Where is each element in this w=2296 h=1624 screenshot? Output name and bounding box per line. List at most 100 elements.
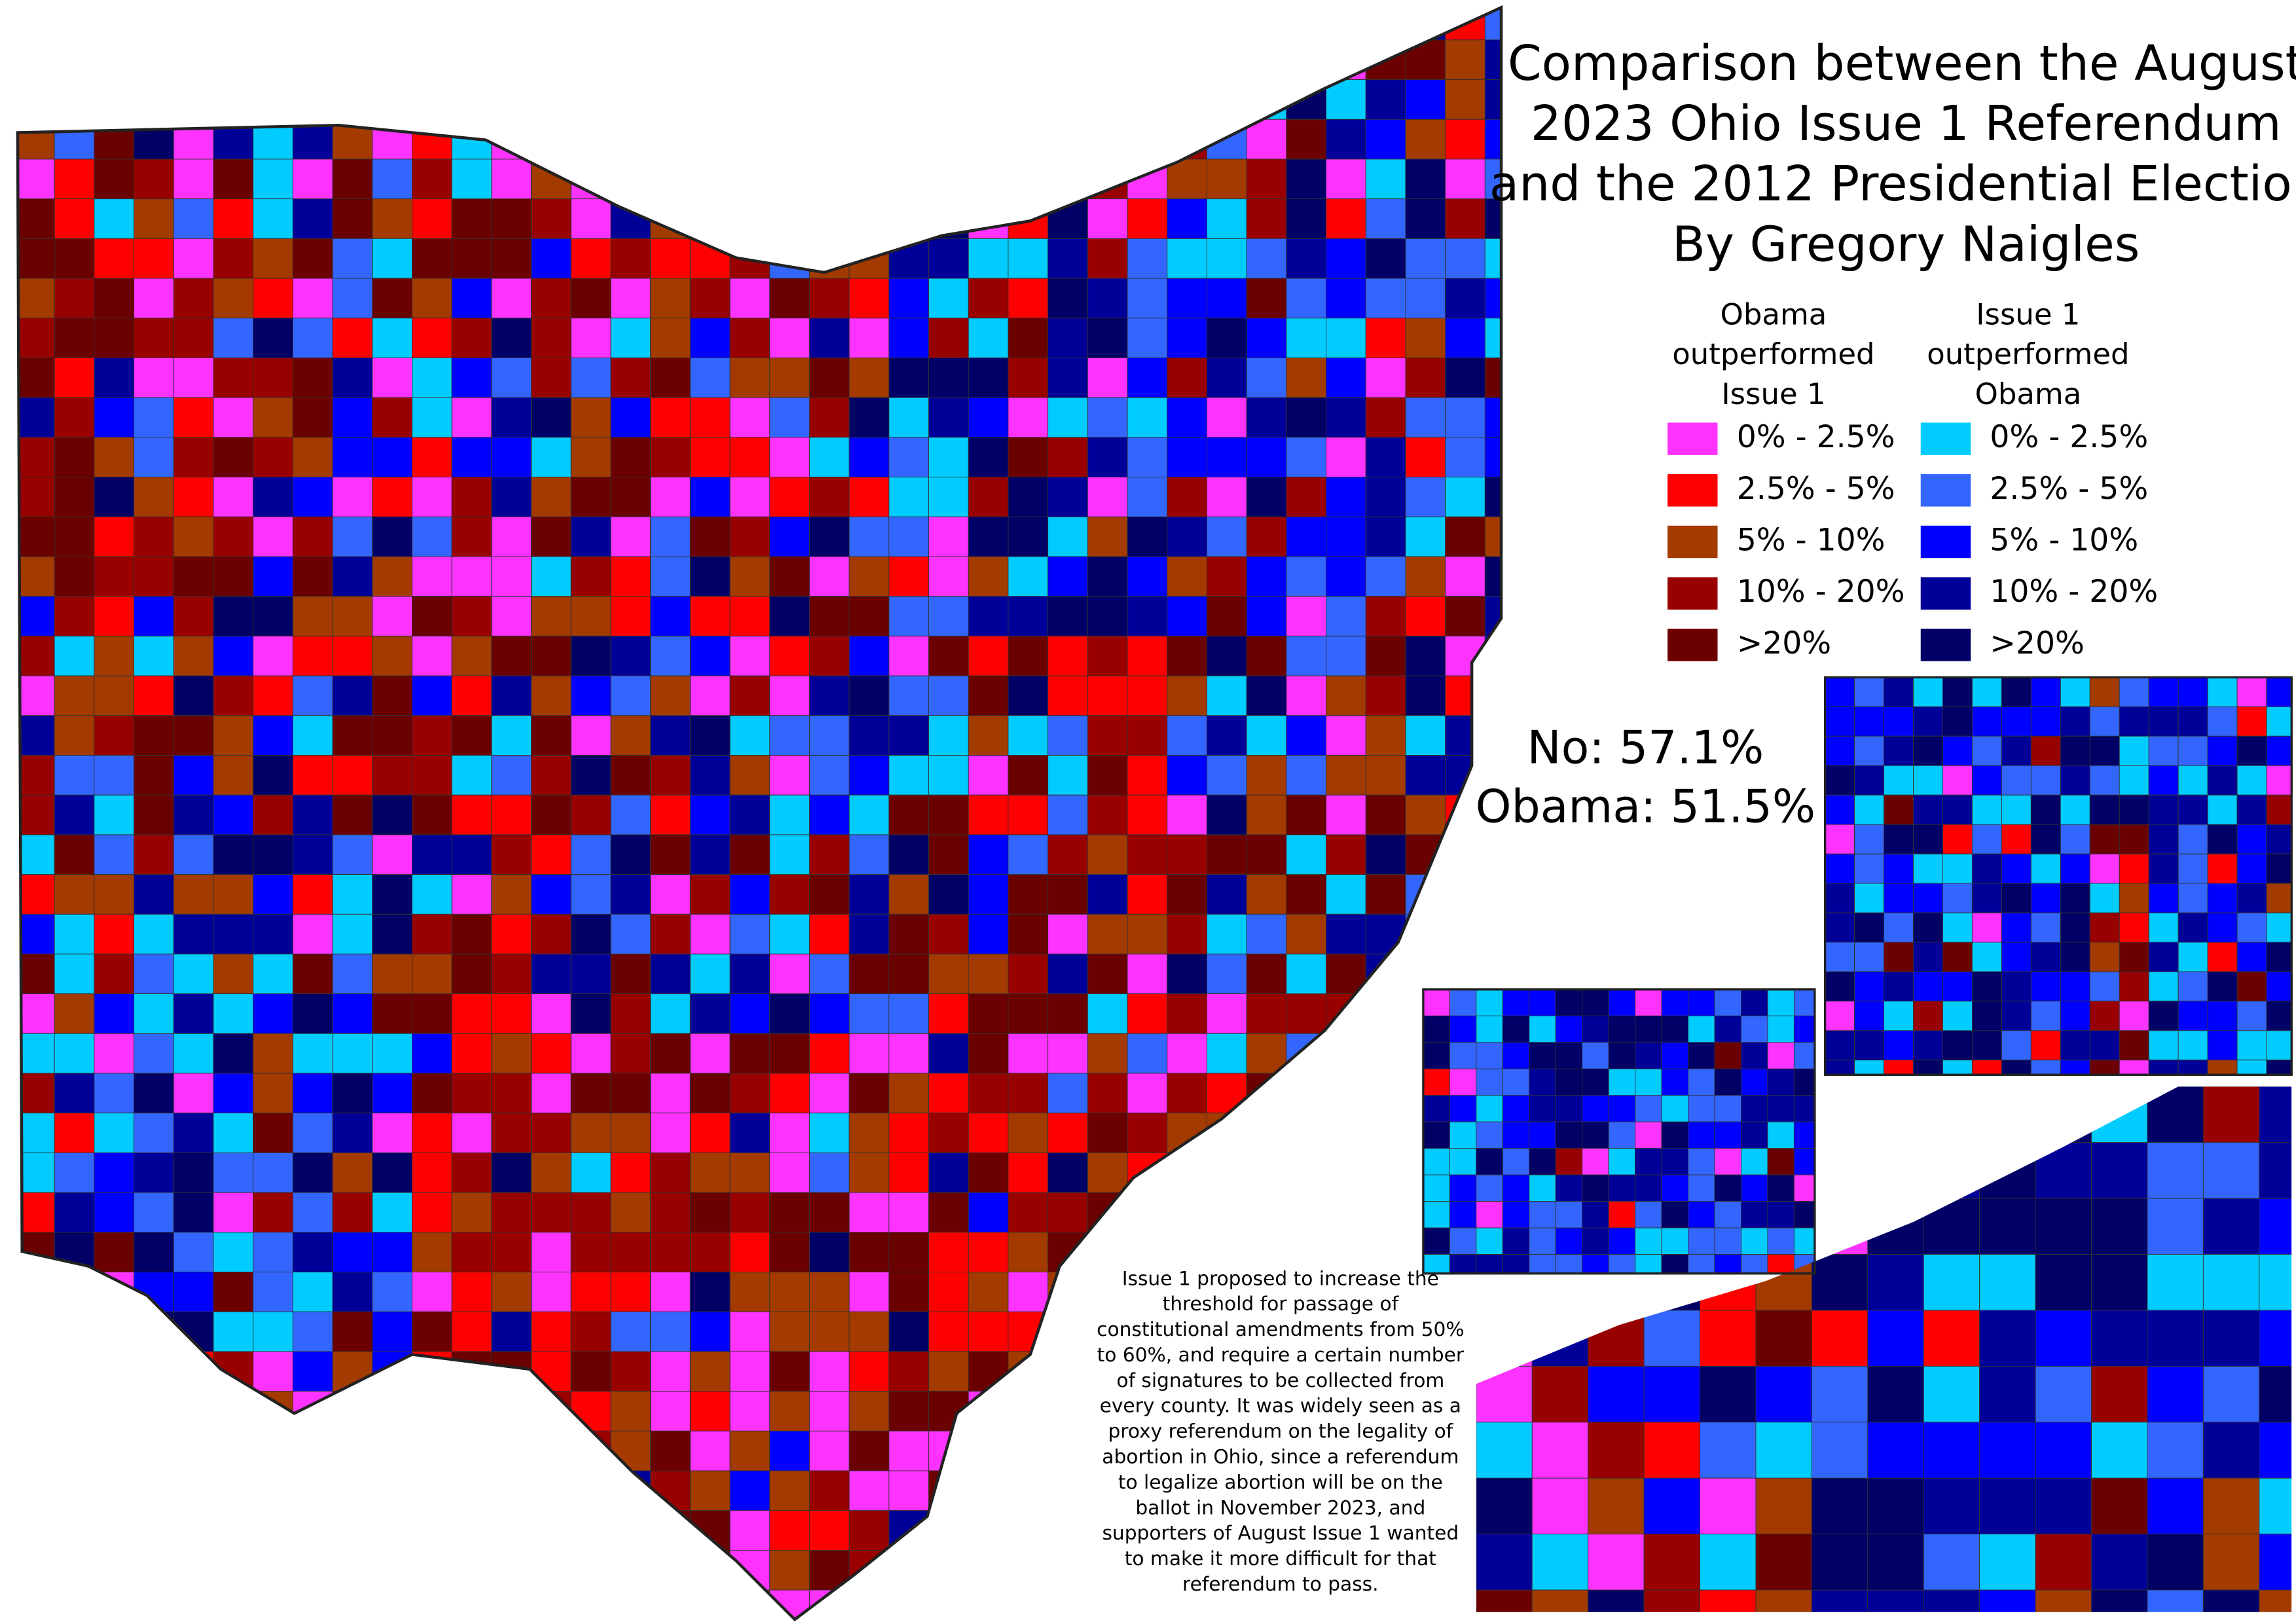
township-cell [2119,1030,2149,1061]
township-cell [1445,834,1485,875]
township-cell [1867,1534,1924,1591]
township-cell [2030,706,2061,737]
township-cell [1326,278,1366,319]
township-cell [2266,735,2292,766]
township-cell [531,1311,572,1352]
township-cell [1582,1148,1609,1175]
township-cell [1825,853,1855,884]
township-cell [1979,1254,2036,1311]
township-cell [54,1351,95,1392]
township-cell [769,198,810,239]
township-cell [1365,278,1406,319]
township-cell [1048,675,1088,716]
township-cell [1582,1068,1609,1096]
township-cell [1555,989,1583,1016]
township-cell [2089,735,2120,766]
township-cell [412,119,452,160]
township-cell [1502,1042,1530,1069]
township-cell [332,158,373,200]
township-cell [1767,1148,1795,1175]
township-cell [451,318,492,358]
township-cell [1484,119,1502,160]
township-cell [928,7,969,41]
township-cell [491,1351,532,1392]
township-cell [491,715,532,756]
township-cell [1635,1121,1662,1149]
township-cell [968,556,1009,597]
township-cell [1167,238,1207,279]
title-line: By Gregory Naigles [1672,216,2140,272]
township-cell [1286,794,1326,836]
township-cell [1741,1254,1768,1274]
township-cell [332,1152,373,1193]
legend-swatch [1920,525,1971,559]
township-cell [372,1391,412,1431]
township-cell [570,119,611,160]
township-cell [292,477,333,517]
township-cell [134,516,174,557]
township-cell [848,318,890,358]
township-cell [968,1033,1009,1074]
township-cell [451,7,492,41]
township-cell [213,675,254,716]
township-cell [968,1589,1009,1620]
township-cell [332,318,373,358]
township-cell [2202,1477,2260,1535]
township-cell [2091,1086,2148,1143]
township-cell [292,1272,333,1312]
township-cell [17,1430,55,1471]
note-line: every county. It was widely seen as a [1100,1394,1461,1417]
township-cell [1767,1201,1795,1228]
township-cell [1793,1148,1815,1175]
township-cell [17,1589,55,1620]
township-cell [134,397,174,438]
township-cell [1008,1430,1049,1471]
township-cell [650,477,691,517]
township-cell [1127,516,1168,557]
township-cell [412,437,452,478]
township-cell [17,198,55,239]
township-cell [1854,1060,1884,1075]
township-cell [1365,477,1406,517]
township-cell [1445,7,1485,41]
township-cell [650,1589,691,1620]
township-cell [1913,735,1943,766]
township-cell [54,1192,95,1233]
township-cell [173,1073,214,1114]
township-cell [2178,706,2208,737]
township-cell [213,635,254,676]
township-cell [17,238,55,279]
township-cell [610,318,651,358]
township-cell [173,516,214,557]
township-cell [689,318,731,358]
township-cell [1484,198,1502,239]
township-cell [1582,1174,1609,1202]
township-cell [1529,1015,1556,1043]
township-cell [1661,1227,1688,1255]
township-cell [1365,754,1406,796]
township-cell [253,1152,293,1193]
township-cell [1405,675,1446,716]
township-cell [928,715,969,756]
township-cell [809,1430,850,1471]
township-cell [1502,1015,1530,1043]
township-cell [1087,39,1128,81]
township-cell [1793,1121,1815,1149]
township-cell [650,119,691,160]
township-cell [253,596,293,637]
township-cell [1365,1113,1406,1153]
township-cell [134,1430,174,1471]
township-cell [134,834,174,875]
township-cell [1741,1227,1768,1255]
township-cell [1700,1422,1757,1479]
township-cell [1048,1589,1088,1620]
township-cell [729,1430,771,1471]
township-cell [1502,1254,1530,1274]
township-cell [1008,993,1049,1034]
township-cell [2178,971,2208,1002]
township-cell [610,1430,651,1471]
township-cell [1286,437,1326,478]
township-cell [650,397,691,438]
township-cell [1484,516,1502,557]
